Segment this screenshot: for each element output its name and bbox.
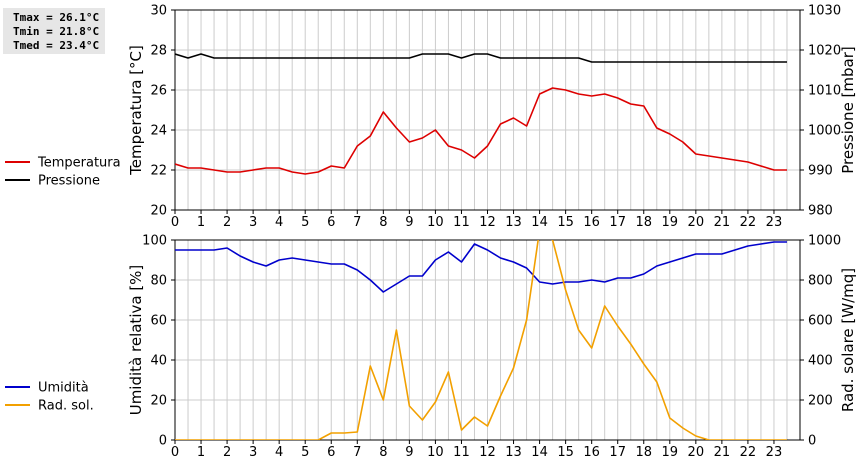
legend-label-pressione: Pressione xyxy=(38,174,100,189)
x-tick-label: 8 xyxy=(379,445,387,460)
y-axis-label-right: Rad. solare [W/mq] xyxy=(839,268,857,412)
x-tick-label: 15 xyxy=(557,445,574,460)
y-axis-label-left: Umidità relativa [%] xyxy=(127,265,145,416)
y-tick-label-left: 0 xyxy=(159,434,167,449)
x-tick-label: 22 xyxy=(740,215,757,230)
x-tick-label: 23 xyxy=(766,215,783,230)
x-tick-label: 3 xyxy=(249,215,257,230)
x-tick-label: 12 xyxy=(479,445,496,460)
x-tick-label: 19 xyxy=(662,215,679,230)
y-tick-label-left: 100 xyxy=(142,234,167,249)
y-axis-label-right: Pressione [mbar] xyxy=(839,46,857,174)
legend-label-rad-sol: Rad. sol. xyxy=(38,399,94,414)
x-tick-label: 21 xyxy=(714,445,731,460)
y-tick-label-right: 1030 xyxy=(808,4,841,19)
stat-tmin: Tmin = 21.8°C xyxy=(13,25,100,38)
x-tick-label: 20 xyxy=(688,445,705,460)
x-tick-label: 4 xyxy=(275,445,283,460)
series-line-rad-sol xyxy=(175,240,787,440)
x-tick-label: 9 xyxy=(405,215,413,230)
x-tick-label: 14 xyxy=(531,215,548,230)
y-axis-label-left: Temperatura [°C] xyxy=(127,45,145,176)
y-tick-label-left: 80 xyxy=(150,274,167,289)
x-tick-label: 18 xyxy=(635,215,652,230)
x-tick-label: 11 xyxy=(453,445,470,460)
x-tick-label: 13 xyxy=(505,215,522,230)
x-tick-label: 2 xyxy=(223,445,231,460)
stat-tmed: Tmed = 23.4°C xyxy=(13,39,100,52)
x-tick-label: 20 xyxy=(688,215,705,230)
x-tick-label: 22 xyxy=(740,445,757,460)
x-tick-label: 3 xyxy=(249,445,257,460)
x-tick-label: 7 xyxy=(353,215,361,230)
x-tick-label: 1 xyxy=(197,445,205,460)
y-tick-label-left: 20 xyxy=(150,204,167,219)
x-tick-label: 13 xyxy=(505,445,522,460)
y-tick-label-left: 60 xyxy=(150,314,167,329)
x-tick-label: 18 xyxy=(635,445,652,460)
y-tick-label-left: 20 xyxy=(150,394,167,409)
x-tick-label: 6 xyxy=(327,445,335,460)
series-line-umidit xyxy=(175,241,787,293)
x-tick-label: 14 xyxy=(531,445,548,460)
x-tick-label: 16 xyxy=(583,445,600,460)
y-tick-label-left: 26 xyxy=(150,84,167,99)
stats-box: Tmax = 26.1°C Tmin = 21.8°C Tmed = 23.4°… xyxy=(3,8,105,54)
x-tick-label: 2 xyxy=(223,215,231,230)
y-tick-label-right: 800 xyxy=(808,274,833,289)
x-tick-label: 7 xyxy=(353,445,361,460)
x-tick-label: 17 xyxy=(609,215,626,230)
y-tick-label-right: 1000 xyxy=(808,124,841,139)
y-tick-label-right: 600 xyxy=(808,314,833,329)
x-tick-label: 23 xyxy=(766,445,783,460)
series-line-temperatura xyxy=(175,87,787,175)
x-tick-label: 19 xyxy=(662,445,679,460)
stat-tmax: Tmax = 26.1°C xyxy=(13,11,100,24)
y-tick-label-right: 0 xyxy=(808,434,816,449)
y-tick-label-right: 1010 xyxy=(808,84,841,99)
x-tick-label: 1 xyxy=(197,215,205,230)
y-tick-label-left: 24 xyxy=(150,124,167,139)
y-tick-label-right: 990 xyxy=(808,164,833,179)
x-tick-label: 5 xyxy=(301,445,309,460)
x-tick-label: 4 xyxy=(275,215,283,230)
x-tick-label: 0 xyxy=(171,445,179,460)
y-tick-label-right: 1000 xyxy=(808,234,841,249)
x-tick-label: 15 xyxy=(557,215,574,230)
y-tick-label-left: 22 xyxy=(150,164,167,179)
y-tick-label-left: 30 xyxy=(150,4,167,19)
y-tick-label-right: 1020 xyxy=(808,44,841,59)
y-tick-label-right: 980 xyxy=(808,204,833,219)
x-tick-label: 9 xyxy=(405,445,413,460)
legend-label-umidit: Umidità xyxy=(38,381,89,396)
x-tick-label: 10 xyxy=(427,445,444,460)
x-tick-label: 12 xyxy=(479,215,496,230)
series-line-pressione xyxy=(175,53,787,63)
x-tick-label: 11 xyxy=(453,215,470,230)
x-tick-label: 10 xyxy=(427,215,444,230)
x-tick-label: 6 xyxy=(327,215,335,230)
x-tick-label: 17 xyxy=(609,445,626,460)
x-tick-label: 21 xyxy=(714,215,731,230)
y-tick-label-right: 400 xyxy=(808,354,833,369)
y-tick-label-right: 200 xyxy=(808,394,833,409)
x-tick-label: 8 xyxy=(379,215,387,230)
y-tick-label-left: 40 xyxy=(150,354,167,369)
y-tick-label-left: 28 xyxy=(150,44,167,59)
legend-label-temperatura: Temperatura xyxy=(37,156,121,171)
x-tick-label: 0 xyxy=(171,215,179,230)
x-tick-label: 16 xyxy=(583,215,600,230)
x-tick-label: 5 xyxy=(301,215,309,230)
